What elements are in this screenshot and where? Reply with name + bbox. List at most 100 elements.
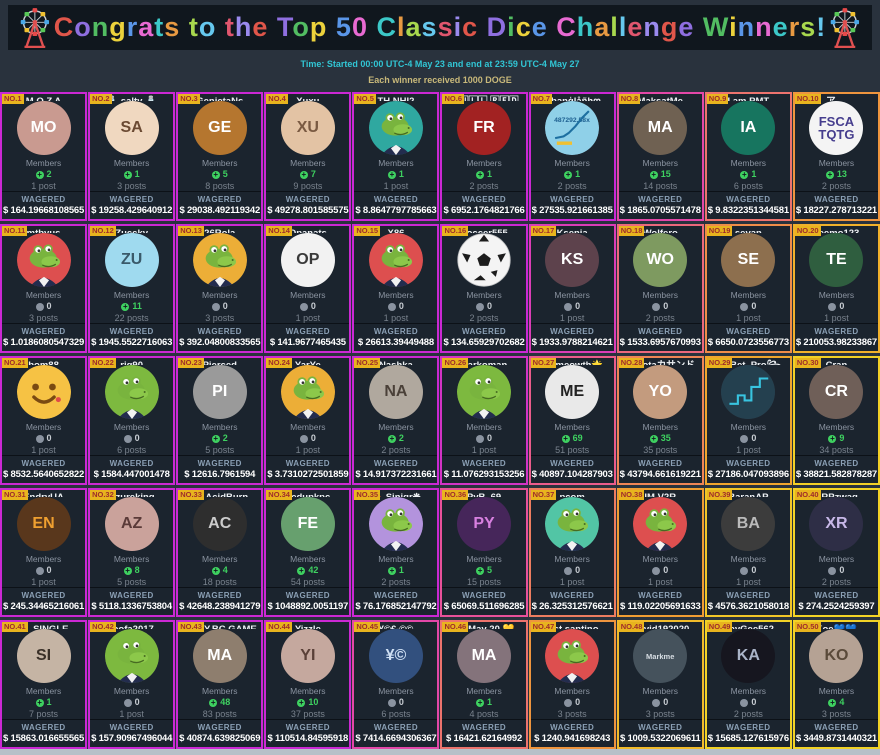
- winner-username[interactable]: foofa2017: [90, 622, 173, 630]
- avatar[interactable]: FR: [457, 101, 512, 155]
- avatar[interactable]: [457, 233, 512, 287]
- avatar[interactable]: PY: [457, 497, 512, 551]
- winner-username[interactable]: Fedupkpc: [266, 490, 349, 498]
- avatar[interactable]: ¥©: [368, 629, 423, 683]
- winner-username[interactable]: 🔥 Sinigr❋: [354, 490, 437, 498]
- winner-username[interactable]: MaksatMe: [619, 94, 702, 102]
- avatar[interactable]: SE: [721, 233, 776, 287]
- avatar[interactable]: PI: [192, 365, 247, 419]
- avatar[interactable]: YI: [280, 629, 335, 683]
- winner-username[interactable]: Wolfero: [619, 226, 702, 234]
- winner-username[interactable]: TH NHI2: [354, 94, 437, 102]
- avatar[interactable]: MA: [633, 101, 688, 155]
- winner-username[interactable]: X86: [354, 226, 437, 234]
- avatar[interactable]: KA: [721, 629, 776, 683]
- avatar[interactable]: FSCA TQTG: [809, 101, 864, 155]
- avatar[interactable]: AC: [192, 497, 247, 551]
- winner-username[interactable]: Nashka: [354, 358, 437, 366]
- avatar[interactable]: [16, 365, 71, 419]
- avatar[interactable]: [104, 365, 159, 419]
- avatar[interactable]: SA: [104, 101, 159, 155]
- winner-username[interactable]: last santino: [531, 622, 614, 630]
- avatar[interactable]: [104, 629, 159, 683]
- avatar[interactable]: [721, 365, 776, 419]
- winner-username[interactable]: M O Z A: [2, 94, 85, 102]
- avatar[interactable]: MA: [457, 629, 512, 683]
- winner-username[interactable]: ꧁Bet_Pro꧂: [707, 358, 790, 366]
- winner-username[interactable]: 26Rola: [178, 226, 261, 234]
- avatar[interactable]: [545, 497, 600, 551]
- winner-username[interactable]: BaranAP: [707, 490, 790, 498]
- winner-username[interactable]: Soccer555: [442, 226, 525, 234]
- winner-username[interactable]: rig90: [90, 358, 173, 366]
- avatar[interactable]: [545, 629, 600, 683]
- avatar[interactable]: EN: [16, 497, 71, 551]
- winner-username[interactable]: GenietaNs: [178, 94, 261, 102]
- avatar[interactable]: WO: [633, 233, 688, 287]
- winner-username[interactable]: bom88: [2, 358, 85, 366]
- winner-username[interactable]: MARY.BC.GAME🇵🇭: [178, 622, 261, 630]
- winner-username[interactable]: PyB_69: [442, 490, 525, 498]
- avatar[interactable]: MO: [16, 101, 71, 155]
- avatar[interactable]: KO: [809, 629, 864, 683]
- winner-username[interactable]: Yizzle: [266, 622, 349, 630]
- winner-username[interactable]: ღbanģlåñhღ: [531, 94, 614, 102]
- winner-username[interactable]: Koe💙💙: [795, 622, 878, 630]
- winner-username[interactable]: Teemo123: [795, 226, 878, 234]
- avatar[interactable]: Markme: [633, 629, 688, 683]
- avatar[interactable]: [280, 365, 335, 419]
- winner-username[interactable]: EndryUA: [2, 490, 85, 498]
- winner-username[interactable]: Azureking: [90, 490, 173, 498]
- avatar[interactable]: YO: [633, 365, 688, 419]
- avatar[interactable]: KS: [545, 233, 600, 287]
- avatar[interactable]: ME: [545, 365, 600, 419]
- winner-username[interactable]: 🧂 salty 🧂: [90, 94, 173, 102]
- winner-username[interactable]: IM V2R: [619, 490, 702, 498]
- winner-username[interactable]: XRPzwag: [795, 490, 878, 498]
- winner-username[interactable]: Narkoman: [442, 358, 525, 366]
- winner-username[interactable]: ¥©€-©©: [354, 622, 437, 630]
- winner-username[interactable]: sevan: [707, 226, 790, 234]
- winner-username[interactable]: Pierced: [178, 358, 261, 366]
- avatar[interactable]: BA: [721, 497, 776, 551]
- winner-username[interactable]: Xuxu: [266, 94, 349, 102]
- avatar[interactable]: XR: [809, 497, 864, 551]
- winner-username[interactable]: pcom: [531, 490, 614, 498]
- avatar[interactable]: [16, 233, 71, 287]
- winner-username[interactable]: Zuccky: [90, 226, 173, 234]
- avatar[interactable]: [457, 365, 512, 419]
- avatar[interactable]: TE: [809, 233, 864, 287]
- winner-username[interactable]: mtbyus: [2, 226, 85, 234]
- winner-username[interactable]: I am PMT: [707, 94, 790, 102]
- avatar[interactable]: AZ: [104, 497, 159, 551]
- avatar[interactable]: 487292.58x: [545, 101, 600, 155]
- winner-username[interactable]: KayGee562: [707, 622, 790, 630]
- winner-username[interactable]: 💛 May 20 💛: [442, 622, 525, 630]
- winner-username[interactable]: YarYe: [266, 358, 349, 366]
- avatar[interactable]: XU: [280, 101, 335, 155]
- avatar[interactable]: [633, 497, 688, 551]
- avatar[interactable]: ZU: [104, 233, 159, 287]
- winner-username[interactable]: Yokotaカサンドラ: [619, 358, 702, 366]
- winner-username[interactable]: Opanats: [266, 226, 349, 234]
- winner-username[interactable]: ア_ᴗ: [795, 94, 878, 102]
- winner-username[interactable]: 🌟 meowth🌟: [531, 358, 614, 366]
- avatar[interactable]: FE: [280, 497, 335, 551]
- winner-username[interactable]: Covid192020: [619, 622, 702, 630]
- avatar[interactable]: [368, 233, 423, 287]
- avatar[interactable]: OP: [280, 233, 335, 287]
- winner-username[interactable]: 🌹 SINGLE AREMY 🌹: [2, 622, 85, 630]
- avatar[interactable]: [368, 497, 423, 551]
- winner-username[interactable]: Ksenia: [531, 226, 614, 234]
- avatar[interactable]: IA: [721, 101, 776, 155]
- avatar[interactable]: NA: [368, 365, 423, 419]
- winner-username[interactable]: Cran: [795, 358, 878, 366]
- avatar[interactable]: GE: [192, 101, 247, 155]
- winner-username[interactable]: 🐵 AcidBurn: [178, 490, 261, 498]
- avatar[interactable]: [192, 233, 247, 287]
- avatar[interactable]: SI: [16, 629, 71, 683]
- avatar[interactable]: [368, 101, 423, 155]
- avatar[interactable]: MA: [192, 629, 247, 683]
- winner-username[interactable]: 🄵🅄🄻🄻 🅁🄴🄳: [442, 94, 525, 102]
- avatar[interactable]: CR: [809, 365, 864, 419]
